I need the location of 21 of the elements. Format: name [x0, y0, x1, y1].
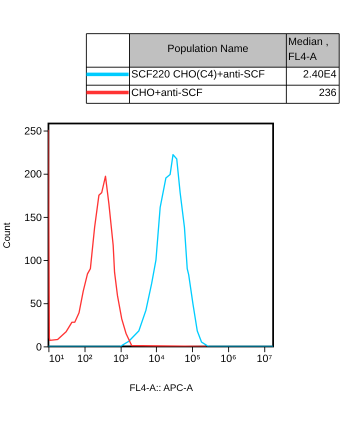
y-tick-label: 50 — [30, 298, 42, 310]
y-tick-label: 200 — [24, 168, 42, 181]
y-tick-label: 0 — [36, 341, 42, 354]
y-tick-label: 150 — [24, 212, 42, 224]
legend-title: Population Name — [167, 43, 249, 56]
x-tick-label: 10² — [77, 352, 93, 365]
y-tick-label: 250 — [24, 125, 42, 138]
x-axis-title: FL4-A:: APC-A — [129, 382, 194, 394]
x-tick-label: 10¹ — [48, 352, 65, 365]
x-tick-label: 10⁷ — [256, 352, 272, 365]
y-tick-label: 100 — [24, 255, 42, 268]
x-tick-label: 10⁶ — [220, 352, 237, 365]
y-axis-title: Count — [2, 222, 14, 248]
legend-label: SCF220 CHO(C4)+anti-SCF — [131, 68, 266, 81]
x-tick-label: 10⁴ — [148, 352, 166, 365]
text: 2.40E4 — [303, 68, 337, 81]
x-tick-label: 10³ — [113, 352, 129, 365]
text: 236 — [318, 86, 337, 99]
legend-label: CHO+anti-SCF — [131, 86, 204, 99]
text: Median , FL4-A — [288, 36, 329, 64]
x-tick-label: 10⁵ — [184, 352, 201, 365]
